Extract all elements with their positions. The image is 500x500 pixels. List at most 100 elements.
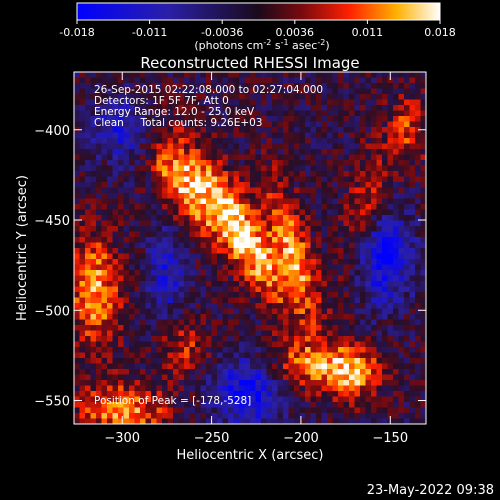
heatmap-cell [107, 105, 113, 111]
heatmap-cell [349, 358, 355, 364]
heatmap-cell [354, 303, 361, 309]
heatmap-cell [316, 286, 322, 293]
heatmap-cell [107, 352, 113, 359]
heatmap-cell [79, 99, 86, 106]
heatmap-cell [178, 220, 185, 227]
heatmap-cell [189, 88, 196, 95]
heatmap-cell [283, 325, 289, 331]
heatmap-cell [74, 286, 80, 293]
heatmap-cell [96, 253, 102, 260]
heatmap-cell [233, 402, 240, 408]
heatmap-cell [211, 231, 218, 238]
heatmap-cell [349, 275, 355, 282]
heatmap-cell [101, 187, 108, 194]
heatmap-cell [228, 226, 234, 232]
heatmap-cell [200, 407, 207, 414]
heatmap-cell [189, 418, 196, 424]
heatmap-cell [233, 248, 240, 254]
heatmap-cell [145, 352, 152, 359]
heatmap-cell [398, 325, 405, 331]
heatmap-cell [156, 319, 163, 326]
heatmap-cell [244, 88, 251, 95]
heatmap-cell [112, 88, 119, 95]
heatmap-cell [415, 281, 421, 287]
heatmap-cell [376, 198, 383, 205]
heatmap-cell [200, 292, 207, 298]
heatmap-cell [327, 143, 333, 150]
heatmap-cell [184, 259, 190, 265]
heatmap-cell [409, 77, 416, 84]
heatmap-cell [107, 176, 113, 183]
heatmap-cell [79, 72, 86, 78]
heatmap-cell [409, 253, 416, 260]
colorbar-tick-label: -0.018 [59, 26, 94, 39]
heatmap-cell [233, 270, 240, 276]
heatmap-cell [123, 121, 130, 128]
heatmap-cell [365, 374, 372, 381]
heatmap-cell [74, 116, 80, 122]
heatmap-cell [261, 281, 267, 287]
heatmap-cell [173, 341, 179, 348]
heatmap-cell [349, 303, 355, 309]
heatmap-cell [206, 341, 212, 348]
heatmap-cell [266, 182, 273, 188]
heatmap-cell [420, 253, 426, 260]
heatmap-cell [134, 396, 141, 403]
heatmap-cell [145, 105, 152, 111]
colorbar [76, 2, 441, 21]
heatmap-cell [189, 198, 196, 205]
heatmap-cell [272, 121, 278, 128]
heatmap-cell [409, 402, 416, 408]
info-line-energy: Energy Range: 12.0 - 25.0 keV [94, 106, 255, 118]
heatmap-cell [79, 88, 86, 95]
heatmap-cell [294, 297, 300, 304]
heatmap-cell [123, 369, 130, 375]
heatmap-cell [409, 352, 416, 359]
heatmap-cell [107, 88, 113, 95]
heatmap-cell [211, 325, 218, 331]
heatmap-cell [409, 270, 416, 276]
heatmap-cell [398, 308, 405, 315]
heatmap-cell [360, 385, 366, 392]
heatmap-cell [332, 204, 339, 210]
heatmap-cell [134, 127, 141, 133]
heatmap-cell [415, 99, 421, 106]
heatmap-cell [233, 314, 240, 320]
heatmap-cell [217, 143, 223, 150]
heatmap-cell [420, 374, 426, 381]
heatmap-cell [255, 363, 262, 370]
heatmap-cell [107, 396, 113, 403]
heatmap-cell [134, 226, 141, 232]
heatmap-cell [228, 176, 234, 183]
heatmap-cell [112, 132, 119, 139]
heatmap-cell [376, 341, 383, 348]
heatmap-cell [261, 330, 267, 337]
heatmap-cell [200, 369, 207, 375]
heatmap-cell [398, 391, 405, 397]
heatmap-cell [239, 182, 245, 188]
heatmap-cell [316, 281, 322, 287]
heatmap-cell [85, 149, 91, 155]
heatmap-cell [145, 127, 152, 133]
heatmap-cell [206, 94, 212, 100]
heatmap-cell [222, 149, 229, 155]
heatmap-cell [338, 149, 344, 155]
heatmap-cell [101, 105, 108, 111]
heatmap-cell [74, 391, 80, 397]
heatmap-cell [255, 215, 262, 221]
heatmap-cell [382, 77, 388, 84]
heatmap-cell [360, 121, 366, 128]
heatmap-cell [343, 264, 350, 271]
heatmap-cell [85, 330, 91, 337]
heatmap-cell [184, 297, 190, 304]
heatmap-cell [316, 396, 322, 403]
heatmap-cell [376, 281, 383, 287]
heatmap-cell [145, 110, 152, 117]
heatmap-cell [107, 264, 113, 271]
heatmap-cell [294, 259, 300, 265]
heatmap-cell [244, 385, 251, 392]
heatmap-cell [310, 325, 317, 331]
heatmap-cell [96, 226, 102, 232]
heatmap-cell [272, 209, 278, 216]
heatmap-cell [90, 292, 97, 298]
